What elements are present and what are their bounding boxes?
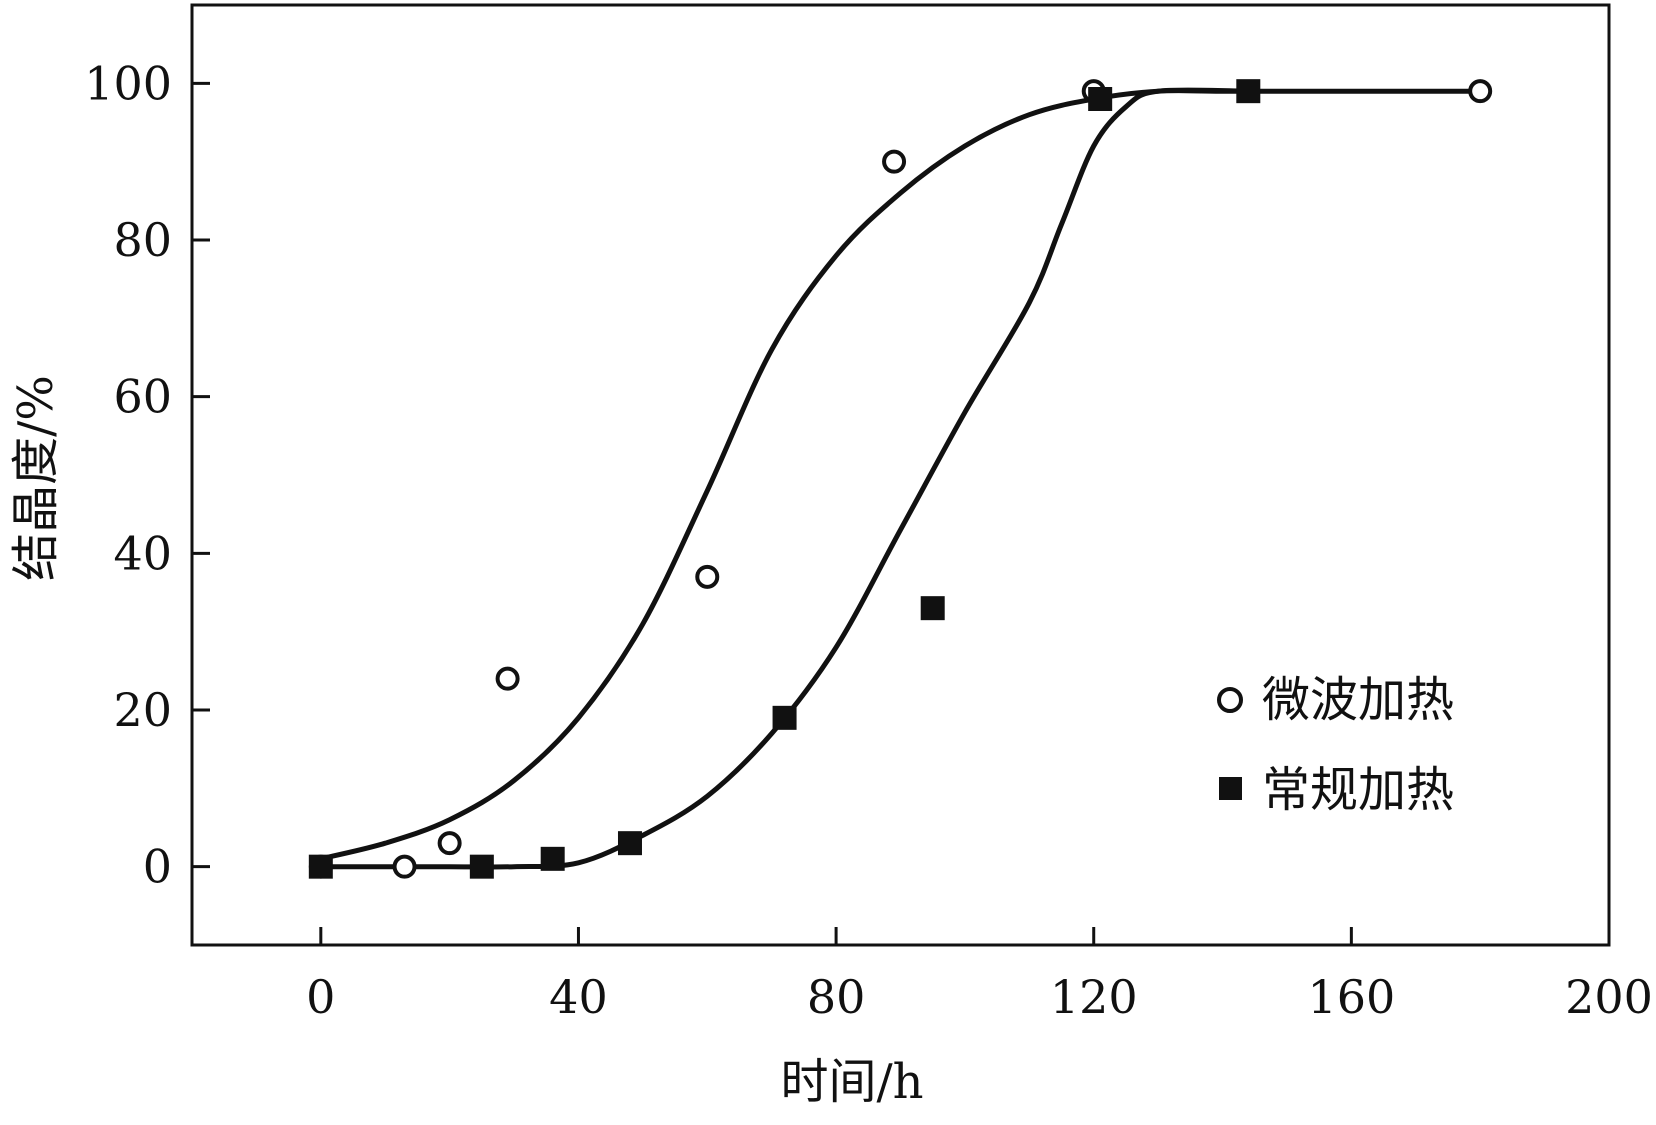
fit-curve-series-0 — [320, 88, 1481, 862]
point-open-circle — [1468, 79, 1493, 104]
x-tick-label: 120 — [1050, 970, 1138, 1024]
legend-marker-open-circle — [1217, 687, 1243, 713]
axes: 0 40 80 120 160 200 0 20 40 60 80 100 — [84, 3, 1653, 1024]
legend: 微波加热 常规加热 — [1217, 672, 1454, 818]
point-open-circle — [695, 564, 720, 589]
y-tick-label: 60 — [113, 370, 172, 424]
point-open-circle — [495, 666, 520, 691]
data-points — [308, 79, 1493, 879]
point-filled-square — [920, 596, 945, 621]
point-filled-square — [772, 705, 797, 730]
x-tick-label: 40 — [549, 970, 608, 1024]
y-tick-label: 0 — [143, 840, 172, 894]
point-open-circle — [392, 854, 417, 879]
x-tick-label: 200 — [1565, 970, 1653, 1024]
y-tick-label: 20 — [113, 683, 172, 737]
y-tick-label: 80 — [113, 213, 172, 267]
legend-item-microwave: 微波加热 — [1217, 672, 1454, 728]
fitted-curves — [320, 87, 1481, 870]
legend-marker-filled-square — [1219, 777, 1242, 800]
legend-label-conventional: 常规加热 — [1262, 762, 1454, 818]
y-axis-title: 结晶度/% — [8, 375, 64, 581]
y-tick-label: 100 — [84, 56, 172, 110]
point-filled-square — [1236, 79, 1261, 104]
point-filled-square — [469, 854, 494, 879]
fit-curve-series-1 — [320, 87, 1249, 870]
legend-label-microwave: 微波加热 — [1262, 672, 1454, 728]
x-tick-label: 0 — [306, 970, 335, 1024]
point-filled-square — [1088, 87, 1113, 111]
point-open-circle — [437, 831, 462, 856]
legend-item-conventional: 常规加热 — [1219, 762, 1454, 818]
point-filled-square — [308, 854, 333, 879]
plot-frame — [190, 3, 1611, 947]
point-filled-square — [617, 831, 642, 856]
y-tick-label: 40 — [113, 526, 172, 580]
axis-labels: 时间/h 结晶度/% — [8, 375, 924, 1110]
point-filled-square — [540, 846, 565, 871]
x-axis-title: 时间/h — [780, 1054, 923, 1110]
x-tick-label: 80 — [807, 970, 866, 1024]
x-tick-label: 160 — [1307, 970, 1395, 1024]
point-open-circle — [882, 149, 907, 174]
